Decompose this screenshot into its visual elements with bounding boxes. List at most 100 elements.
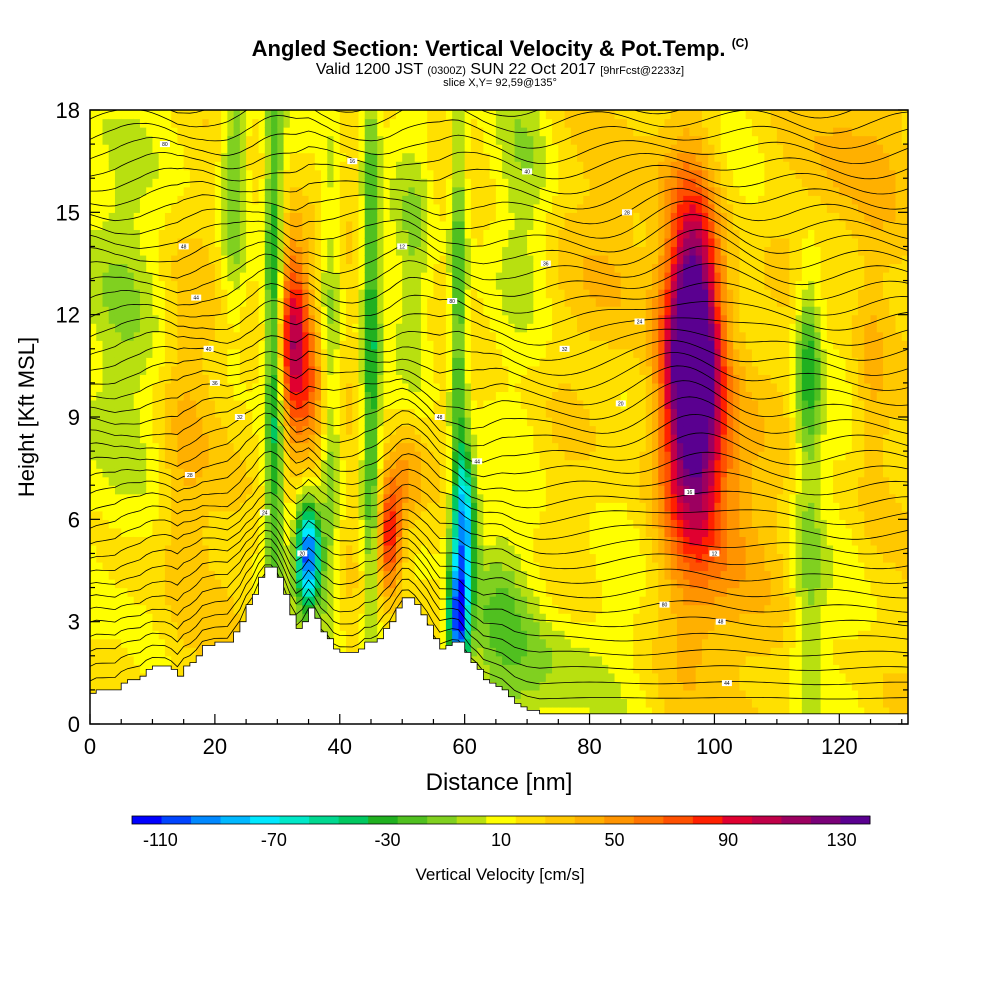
colorbar-swatch [338, 816, 369, 824]
chart-subtitle: Valid 1200 JST (0300Z) SUN 22 Oct 2017 [… [315, 61, 685, 78]
isentrope-line [90, 537, 908, 642]
isentrope-label: 44 [724, 681, 730, 687]
isentrope-label: 28 [187, 473, 193, 479]
isentrope-label: 32 [562, 347, 568, 353]
isentrope-label: 24 [262, 511, 268, 517]
isentrope-label: 48 [181, 244, 187, 250]
colorbar-label: Vertical Velocity [cm/s] [415, 865, 584, 884]
isentrope-label-box [559, 345, 570, 352]
isentrope-line [90, 176, 908, 210]
colorbar: -110 -70 -30 10 50 90 130 [131, 815, 871, 850]
isentrope-label-box [709, 550, 720, 557]
colorbar-tick-label: 90 [718, 830, 738, 850]
isentrope-labels: 80 48 44 40 36 32 28 24 20 16 12 80 48 44 40 36 32 28 24 20… [159, 141, 732, 687]
colorbar-swatch [604, 816, 635, 824]
isentrope-line [90, 573, 908, 700]
isentrope-line [90, 115, 908, 149]
colorbar-swatch [751, 816, 782, 824]
isentrope-line [90, 384, 908, 435]
isentrope-line [90, 146, 908, 180]
isentrope-label: 80 [449, 299, 455, 305]
isentrope-line [90, 555, 908, 671]
isentrope-line [90, 163, 908, 195]
slice-info: slice X,Y= 92,59@135° [443, 77, 557, 89]
colorbar-swatch [309, 816, 340, 824]
isentrope-label-box [234, 414, 245, 420]
colorbar-swatch [427, 816, 458, 824]
isentrope-line [90, 513, 908, 599]
x-tick-label: 80 [577, 734, 601, 759]
colorbar-swatch [397, 816, 428, 824]
chart-title: Angled Section: Vertical Velocity & Pot.… [251, 36, 749, 61]
x-tick-label: 40 [328, 734, 352, 759]
isentrope-label-box [347, 158, 358, 165]
isentrope-line [90, 333, 908, 376]
isentrope-label-box [184, 472, 195, 478]
x-tick-label: 20 [203, 734, 227, 759]
isentrope-label-box [522, 168, 533, 175]
velocity-field [90, 110, 908, 724]
isentrope-line [90, 241, 908, 286]
isentrope-line [90, 110, 908, 134]
colorbar-tick-label: 130 [827, 830, 857, 850]
x-tick-label: 120 [821, 734, 858, 759]
isentrope-line [90, 229, 908, 270]
isentrope-label: 16 [687, 490, 693, 496]
isentrope-line [90, 564, 908, 686]
isentrope-label: 40 [524, 169, 530, 175]
colorbar-tick-label: 10 [491, 830, 511, 850]
isentrope-line [90, 300, 908, 346]
y-tick-label: 9 [68, 405, 80, 430]
isentrope-label-box [615, 400, 626, 407]
isentrope-line [90, 546, 908, 657]
isentrope-label-box [191, 294, 202, 301]
colorbar-swatch [279, 816, 310, 824]
isentrope-line [90, 437, 908, 511]
isentrope-label: 28 [624, 210, 630, 216]
isentrope-label-box [397, 243, 408, 250]
colorbar-tick-label: -110 [143, 830, 178, 850]
isentrope-label-box [540, 260, 551, 267]
isentrope-line [90, 267, 908, 316]
isentrope-line [90, 479, 908, 555]
colorbar-swatch [663, 816, 694, 824]
y-tick-label: 15 [56, 200, 80, 225]
x-tick-label: 0 [84, 734, 96, 759]
colorbar-swatch [486, 816, 517, 824]
isentrope-label: 80 [662, 603, 668, 609]
isentrope-label: 12 [399, 244, 405, 250]
colorbar-swatch [781, 816, 812, 824]
isentrope-line [90, 253, 908, 301]
isentrope-label: 24 [637, 320, 643, 326]
isentrope-line [90, 521, 908, 613]
colorbar-tick-label: 50 [604, 830, 624, 850]
colorbar-swatch [161, 816, 192, 824]
isentrope-line [90, 317, 908, 361]
colorbar-swatch [633, 816, 664, 824]
isentrope-line [168, 110, 854, 119]
isentrope-line [90, 130, 908, 165]
isentrope-label-box [715, 618, 726, 625]
isentrope-line [90, 402, 908, 466]
isentrope-contours [90, 110, 908, 700]
colorbar-swatch [722, 816, 753, 824]
isentrope-label-box [472, 458, 483, 465]
colorbar-swatch [220, 816, 251, 824]
isentrope-label: 80 [162, 142, 168, 148]
colorbar-swatch [692, 816, 723, 824]
colorbar-tick-label: -30 [374, 830, 400, 850]
isentrope-line [90, 350, 908, 391]
isentrope-label: 32 [237, 415, 243, 421]
isentrope-line [90, 450, 908, 525]
terrain [89, 566, 909, 725]
y-tick-label: 0 [68, 712, 80, 737]
isentrope-label: 36 [212, 381, 218, 387]
y-axis-label: Height [Kft MSL] [14, 337, 39, 497]
isentrope-line [90, 465, 908, 540]
colorbar-swatch [840, 816, 871, 824]
isentrope-line [90, 214, 908, 254]
isentrope-label-box [297, 550, 308, 557]
isentrope-label-box [159, 141, 170, 148]
